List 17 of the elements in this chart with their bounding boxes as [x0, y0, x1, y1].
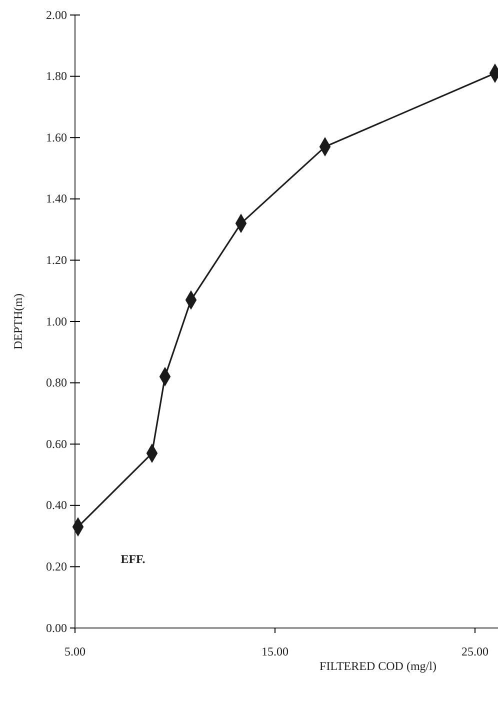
annotation: EFF. — [120, 552, 146, 566]
y-tick-label: 1.60 — [46, 130, 67, 144]
y-axis-title: DEPTH(m) — [11, 294, 25, 350]
x-axis-title: FILTERED COD (mg/l) — [320, 659, 436, 673]
y-tick-label: 0.20 — [46, 560, 67, 574]
x-tick-label: 15.00 — [262, 644, 288, 659]
y-tick-label: 2.00 — [46, 8, 67, 22]
y-tick-label: 0.00 — [46, 620, 67, 635]
y-tick-label: 1.20 — [46, 253, 67, 268]
y-tick-label: 0.40 — [46, 498, 67, 512]
y-tick-label: 1.00 — [46, 314, 67, 328]
y-tick-label: 1.80 — [46, 69, 67, 84]
x-tick-label: 25.00 — [462, 644, 488, 659]
y-tick-label: 0.80 — [46, 376, 67, 390]
y-tick-label: 0.60 — [46, 436, 67, 451]
y-tick-label: 1.40 — [46, 192, 67, 206]
x-tick-label: 5.00 — [64, 644, 86, 659]
